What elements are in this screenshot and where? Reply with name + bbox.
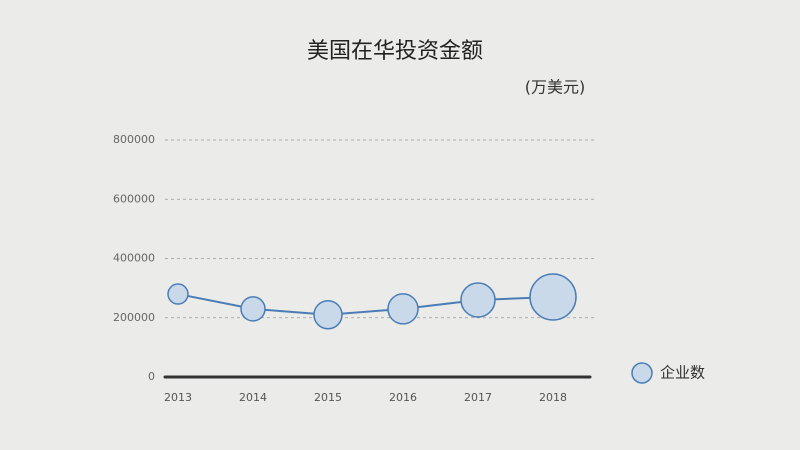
bubble <box>460 282 496 318</box>
chart-title: 美国在华投资金额 <box>307 39 483 64</box>
bubble <box>240 296 266 322</box>
bubble <box>387 293 419 325</box>
y-tick-label: 800000 <box>113 133 155 146</box>
y-tick-label: 600000 <box>113 192 155 205</box>
bubble <box>313 300 343 330</box>
y-tick-label: 0 <box>148 370 155 383</box>
legend-label: 企业数 <box>660 364 705 382</box>
y-tick-label: 400000 <box>113 252 155 265</box>
chart-subtitle: (万美元) <box>525 78 586 97</box>
legend-marker <box>631 362 653 384</box>
x-tick-label: 2014 <box>239 391 267 404</box>
y-tick-label: 200000 <box>113 311 155 324</box>
bubble <box>529 273 577 321</box>
x-tick-label: 2016 <box>389 391 417 404</box>
x-tick-label: 2018 <box>539 391 567 404</box>
x-tick-label: 2017 <box>464 391 492 404</box>
bubble <box>167 283 189 305</box>
x-tick-label: 2013 <box>164 391 192 404</box>
x-tick-label: 2015 <box>314 391 342 404</box>
